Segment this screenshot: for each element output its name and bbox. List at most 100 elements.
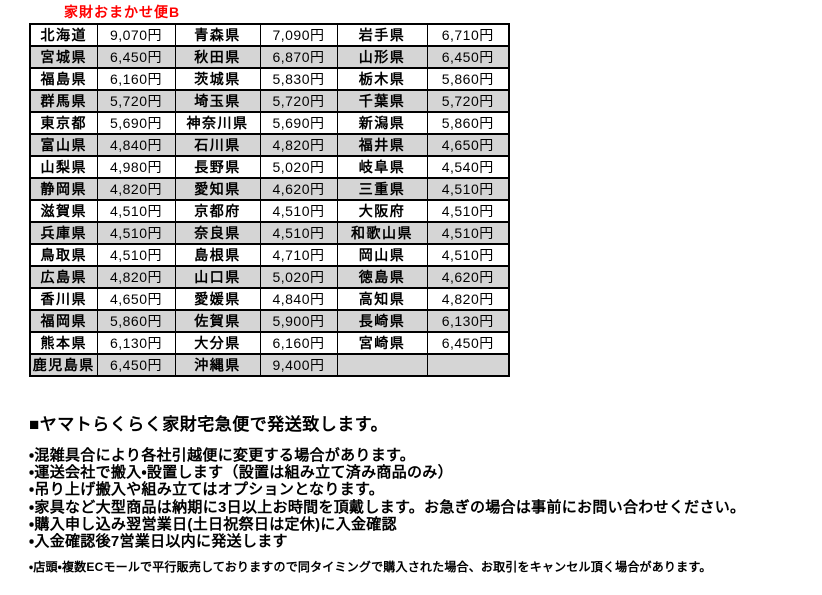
prefecture-cell: 滋賀県: [29, 199, 98, 223]
price-cell: 4,510円: [426, 177, 510, 201]
prefecture-cell: 群馬県: [29, 89, 98, 113]
notes-bullet: ・入金確認後7営業日以内に発送します: [29, 533, 288, 551]
price-cell: 6,870円: [259, 45, 338, 69]
table-row: 静岡県 4,820円 愛知県 4,620円 三重県 4,510円: [29, 177, 510, 201]
prefecture-cell: 宮城県: [29, 45, 98, 69]
price-cell: 4,510円: [259, 221, 338, 245]
table-row: 福岡県 5,860円 佐賀県 5,900円 長崎県 6,130円: [29, 309, 510, 333]
price-cell: 6,450円: [426, 331, 510, 355]
price-cell: 4,510円: [426, 243, 510, 267]
prefecture-cell: 福井県: [336, 133, 428, 157]
prefecture-cell: 香川県: [29, 287, 98, 311]
prefecture-cell: 奈良県: [174, 221, 261, 245]
price-cell: 4,820円: [96, 265, 176, 289]
prefecture-cell: 徳島県: [336, 265, 428, 289]
price-cell: 4,650円: [426, 133, 510, 157]
prefecture-cell: 長崎県: [336, 309, 428, 333]
prefecture-cell: 鹿児島県: [29, 353, 98, 377]
prefecture-cell: 岩手県: [336, 23, 428, 47]
price-cell: 6,160円: [96, 67, 176, 91]
price-cell: 4,510円: [426, 199, 510, 223]
prefecture-cell: 茨城県: [174, 67, 261, 91]
price-cell: 9,400円: [259, 353, 338, 377]
price-cell: 5,860円: [426, 67, 510, 91]
fee-table-body: 北海道 9,070円 青森県 7,090円 岩手県 6,710円 宮城県 6,450円 秋田県 6…: [29, 23, 510, 377]
prefecture-cell: 佐賀県: [174, 309, 261, 333]
prefecture-cell: 福島県: [29, 67, 98, 91]
table-row: 香川県 4,650円 愛媛県 4,840円 高知県 4,820円: [29, 287, 510, 311]
prefecture-cell: 福岡県: [29, 309, 98, 333]
price-cell: 4,820円: [96, 177, 176, 201]
table-row: 鹿児島県 6,450円 沖縄県 9,400円: [29, 353, 510, 377]
prefecture-cell: 北海道: [29, 23, 98, 47]
prefecture-cell: [336, 353, 428, 377]
prefecture-cell: 愛媛県: [174, 287, 261, 311]
price-cell: 6,130円: [96, 331, 176, 355]
prefecture-cell: 和歌山県: [336, 221, 428, 245]
price-cell: 5,720円: [96, 89, 176, 113]
prefecture-cell: 大分県: [174, 331, 261, 355]
table-row: 福島県 6,160円 茨城県 5,830円 栃木県 5,860円: [29, 67, 510, 91]
prefecture-cell: 山形県: [336, 45, 428, 69]
price-cell: 6,450円: [96, 353, 176, 377]
table-row: 鳥取県 4,510円 島根県 4,710円 岡山県 4,510円: [29, 243, 510, 267]
price-cell: 5,860円: [426, 111, 510, 135]
table-row: 兵庫県 4,510円 奈良県 4,510円 和歌山県 4,510円: [29, 221, 510, 245]
price-cell: [426, 353, 510, 377]
price-cell: 4,710円: [259, 243, 338, 267]
price-cell: 5,860円: [96, 309, 176, 333]
shipping-fee-table: 北海道 9,070円 青森県 7,090円 岩手県 6,710円 宮城県 6,450円 秋田県 6…: [29, 23, 510, 377]
price-cell: 4,510円: [96, 243, 176, 267]
prefecture-cell: 島根県: [174, 243, 261, 267]
price-cell: 4,620円: [259, 177, 338, 201]
price-cell: 4,650円: [96, 287, 176, 311]
price-cell: 4,840円: [259, 287, 338, 311]
price-cell: 4,980円: [96, 155, 176, 179]
prefecture-cell: 高知県: [336, 287, 428, 311]
price-cell: 5,690円: [96, 111, 176, 135]
price-cell: 4,510円: [96, 199, 176, 223]
notes-section: ■ヤマトらくらく家財宅急便で発送致します。 ・混雑具合により各社引越便に変更する…: [29, 410, 819, 575]
notes-bullet: ・吊り上げ搬入や組み立てはオプションとなります。: [29, 481, 385, 499]
prefecture-cell: 石川県: [174, 133, 261, 157]
table-row: 滋賀県 4,510円 京都府 4,510円 大阪府 4,510円: [29, 199, 510, 223]
notes-footnote: ・店頭・複数ECモールで平行販売しておりますので同タイミングで購入された場合、お…: [29, 560, 712, 575]
table-row: 北海道 9,070円 青森県 7,090円 岩手県 6,710円: [29, 23, 510, 47]
prefecture-cell: 秋田県: [174, 45, 261, 69]
prefecture-cell: 熊本県: [29, 331, 98, 355]
price-cell: 4,820円: [259, 133, 338, 157]
prefecture-cell: 兵庫県: [29, 221, 98, 245]
price-cell: 4,620円: [426, 265, 510, 289]
prefecture-cell: 愛知県: [174, 177, 261, 201]
price-cell: 6,450円: [96, 45, 176, 69]
prefecture-cell: 山梨県: [29, 155, 98, 179]
table-row: 熊本県 6,130円 大分県 6,160円 宮崎県 6,450円: [29, 331, 510, 355]
prefecture-cell: 青森県: [174, 23, 261, 47]
price-cell: 6,160円: [259, 331, 338, 355]
table-row: 宮城県 6,450円 秋田県 6,870円 山形県 6,450円: [29, 45, 510, 69]
table-row: 富山県 4,840円 石川県 4,820円 福井県 4,650円: [29, 133, 510, 157]
price-cell: 4,840円: [96, 133, 176, 157]
prefecture-cell: 京都府: [174, 199, 261, 223]
price-cell: 5,830円: [259, 67, 338, 91]
notes-bullet-list: ・混雑具合により各社引越便に変更する場合があります。 ・運送会社で搬入・設置しま…: [29, 447, 819, 550]
table-row: 広島県 4,820円 山口県 5,020円 徳島県 4,620円: [29, 265, 510, 289]
prefecture-cell: 富山県: [29, 133, 98, 157]
prefecture-cell: 大阪府: [336, 199, 428, 223]
price-cell: 4,510円: [259, 199, 338, 223]
prefecture-cell: 静岡県: [29, 177, 98, 201]
prefecture-cell: 広島県: [29, 265, 98, 289]
table-row: 群馬県 5,720円 埼玉県 5,720円 千葉県 5,720円: [29, 89, 510, 113]
prefecture-cell: 鳥取県: [29, 243, 98, 267]
prefecture-cell: 東京都: [29, 111, 98, 135]
table-row: 山梨県 4,980円 長野県 5,020円 岐阜県 4,540円: [29, 155, 510, 179]
price-cell: 4,510円: [426, 221, 510, 245]
prefecture-cell: 岡山県: [336, 243, 428, 267]
prefecture-cell: 埼玉県: [174, 89, 261, 113]
price-cell: 4,540円: [426, 155, 510, 179]
price-cell: 5,900円: [259, 309, 338, 333]
notes-bullet: ・家具など大型商品は納期に3日以上お時間を頂戴します。お急ぎの場合は事前にお問い…: [29, 498, 746, 516]
prefecture-cell: 千葉県: [336, 89, 428, 113]
prefecture-cell: 栃木県: [336, 67, 428, 91]
